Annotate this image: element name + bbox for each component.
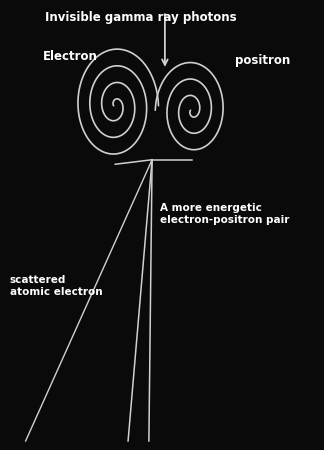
Text: scattered
atomic electron: scattered atomic electron: [10, 275, 102, 297]
Text: positron: positron: [235, 54, 290, 67]
Text: Invisible gamma ray photons: Invisible gamma ray photons: [45, 11, 237, 24]
Text: A more energetic
electron-positron pair: A more energetic electron-positron pair: [160, 203, 289, 225]
Text: Electron: Electron: [43, 50, 98, 63]
